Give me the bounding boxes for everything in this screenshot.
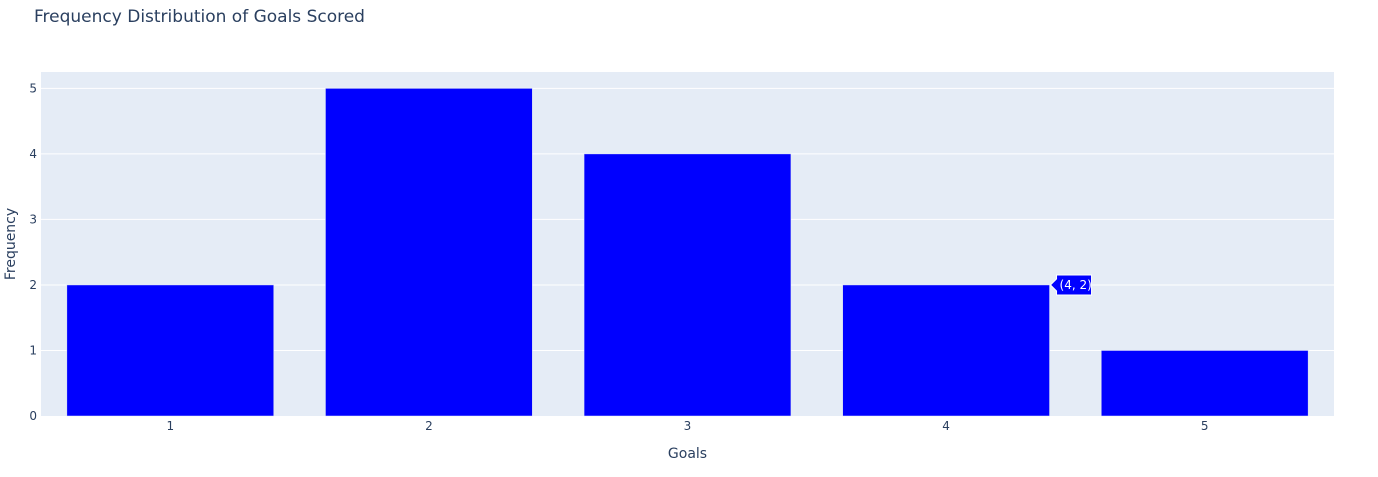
y-tick-label-4: 4 [29,147,37,161]
bar-4[interactable] [842,284,1050,417]
y-tick-label-2: 2 [29,278,37,292]
x-tick-label-3: 3 [684,419,692,433]
hover-tooltip-box [1049,274,1093,296]
y-axis-ticks: 0 1 2 3 4 5 [29,81,37,423]
y-tick-label-0: 0 [29,409,37,423]
bar-5[interactable] [1101,350,1309,417]
bar-3[interactable] [583,153,792,417]
bar-1[interactable] [66,284,274,417]
y-tick-label-3: 3 [29,212,37,226]
bars-layer [66,88,1309,417]
bar-2[interactable] [325,88,533,417]
hover-tooltip-text: (4, 2) [1060,278,1092,292]
hover-tooltip: (4, 2) [1049,274,1093,296]
y-axis-title: Frequency [3,208,19,280]
chart-title: Frequency Distribution of Goals Scored [34,7,365,27]
x-tick-label-2: 2 [425,419,433,433]
x-tick-label-4: 4 [942,419,950,433]
x-tick-label-1: 1 [166,419,174,433]
x-tick-label-5: 5 [1201,419,1209,433]
y-tick-label-5: 5 [29,81,37,95]
y-tick-label-1: 1 [29,343,37,357]
x-axis-ticks: 1 2 3 4 5 [166,419,1208,433]
x-axis-title: Goals [668,446,707,462]
